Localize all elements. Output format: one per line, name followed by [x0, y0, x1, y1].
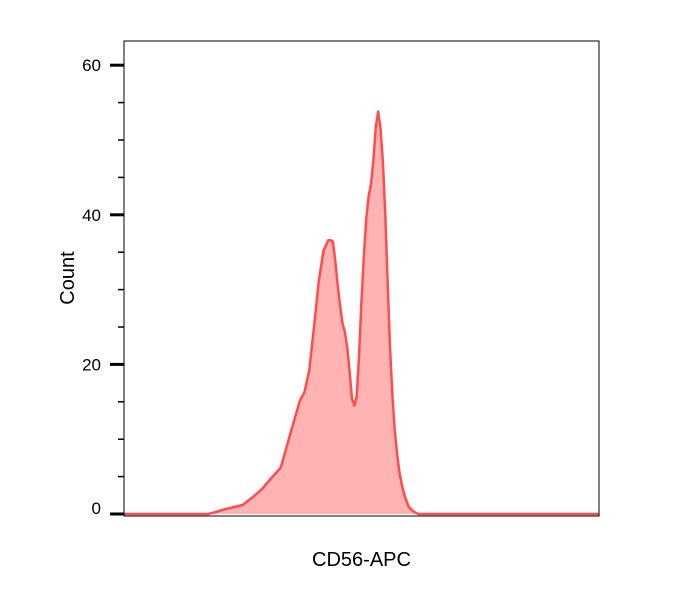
y-axis: 0 20 40 60	[82, 56, 124, 518]
y-tick-label: 20	[82, 355, 101, 374]
y-axis-title: Count	[57, 251, 79, 305]
y-tick-label: 40	[82, 206, 101, 225]
plot-frame	[123, 40, 600, 517]
x-axis-title: CD56-APC	[312, 549, 411, 571]
plot-marks	[124, 110, 599, 516]
y-tick-label: 0	[92, 499, 101, 518]
y-tick-label: 60	[82, 56, 101, 75]
histogram-outline	[124, 110, 599, 516]
